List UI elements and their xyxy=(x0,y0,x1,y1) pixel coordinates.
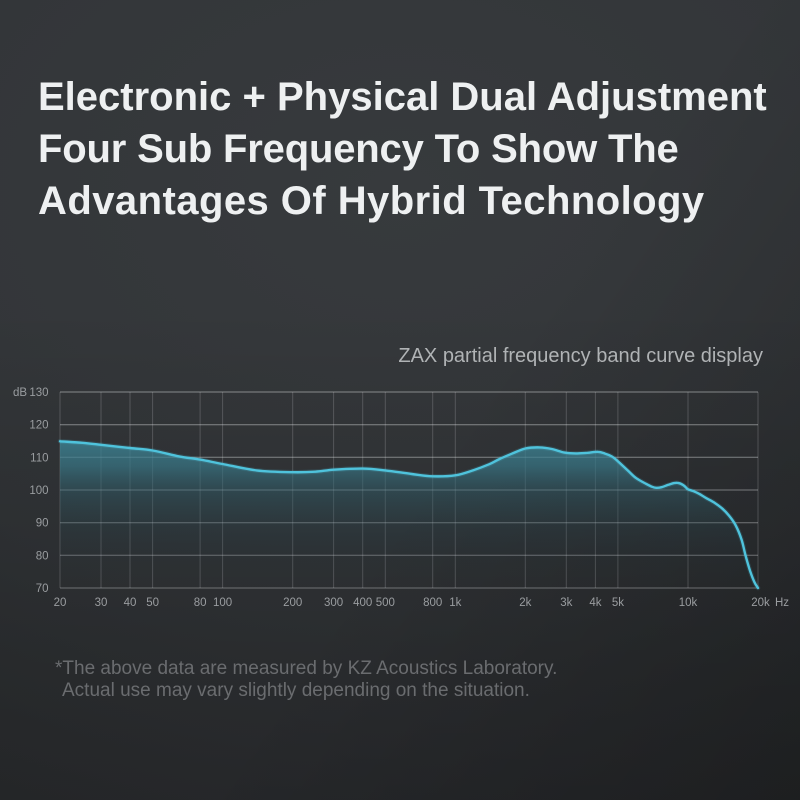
svg-text:1k: 1k xyxy=(449,597,461,609)
svg-text:dB: dB xyxy=(13,387,27,399)
svg-text:110: 110 xyxy=(30,452,48,464)
svg-text:Hz: Hz xyxy=(775,597,789,609)
svg-text:4k: 4k xyxy=(589,597,601,609)
svg-text:5k: 5k xyxy=(612,597,624,609)
svg-text:120: 120 xyxy=(29,420,48,432)
svg-text:20k: 20k xyxy=(751,597,770,609)
svg-text:300: 300 xyxy=(324,597,343,609)
svg-text:100: 100 xyxy=(213,597,232,609)
svg-text:80: 80 xyxy=(194,597,207,609)
svg-text:70: 70 xyxy=(36,583,49,595)
svg-text:400: 400 xyxy=(353,597,372,609)
svg-text:ZAX partial frequency band cur: ZAX partial frequency band curve display xyxy=(398,345,763,367)
svg-text:50: 50 xyxy=(146,597,159,609)
svg-text:100: 100 xyxy=(29,485,48,497)
svg-text:200: 200 xyxy=(283,597,302,609)
svg-text:40: 40 xyxy=(124,597,137,609)
svg-text:90: 90 xyxy=(36,518,49,530)
svg-text:3k: 3k xyxy=(560,597,572,609)
svg-text:20: 20 xyxy=(54,597,67,609)
svg-text:800: 800 xyxy=(423,597,442,609)
svg-text:130: 130 xyxy=(29,387,48,399)
svg-text:80: 80 xyxy=(36,550,49,562)
svg-text:2k: 2k xyxy=(519,597,531,609)
svg-text:10k: 10k xyxy=(679,597,698,609)
svg-text:500: 500 xyxy=(376,597,395,609)
svg-text:30: 30 xyxy=(95,597,108,609)
